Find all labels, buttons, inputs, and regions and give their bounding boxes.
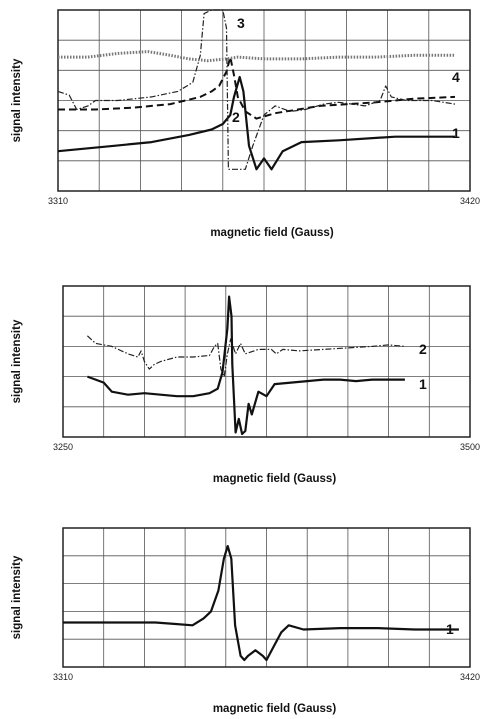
series-label: 1 [452, 125, 460, 141]
series-label: 2 [232, 109, 240, 125]
series-line-2 [86, 335, 405, 378]
series-line-2 [58, 56, 456, 120]
series-label: 4 [452, 69, 460, 85]
x-tick-label: 3420 [460, 672, 480, 682]
x-axis-label: magnetic field (Gauss) [213, 703, 337, 715]
chart-panel-2: signal intensity 3250 3500 magnetic fiel… [11, 285, 480, 485]
series-label: 1 [446, 621, 454, 637]
series-label: 3 [237, 15, 245, 31]
series-label: 1 [419, 376, 427, 392]
y-axis-label: signal intensity [11, 319, 23, 403]
plot-frame [57, 9, 471, 192]
series-line-1 [57, 75, 455, 171]
plot-frame [62, 527, 471, 668]
chart-panel-3: signal intensity 3310 3420 magnetic fiel… [11, 527, 480, 715]
x-tick-label: 3500 [460, 442, 480, 452]
x-axis-label: magnetic field (Gauss) [210, 227, 334, 239]
y-axis-label: signal intensity [11, 58, 23, 142]
series-line-1 [63, 544, 459, 662]
series-group [57, 9, 456, 171]
series-line-1 [87, 295, 405, 436]
x-tick-label: 3310 [48, 196, 68, 206]
grid [63, 286, 470, 437]
series-line-4 [58, 50, 455, 63]
plot-frame [62, 285, 471, 438]
series-group [86, 295, 405, 436]
chart-panel-1: signal intensity 3310 3420 magnetic fiel… [11, 9, 480, 239]
series-group [63, 544, 459, 662]
series-line-3 [57, 9, 456, 170]
x-tick-label: 3250 [53, 442, 73, 452]
series-label: 2 [419, 341, 427, 357]
x-tick-label: 3310 [53, 672, 73, 682]
x-tick-label: 3420 [460, 196, 480, 206]
x-axis-label: magnetic field (Gauss) [213, 473, 337, 485]
grid [63, 528, 470, 667]
y-axis-label: signal intensity [11, 555, 23, 639]
grid [58, 10, 470, 191]
